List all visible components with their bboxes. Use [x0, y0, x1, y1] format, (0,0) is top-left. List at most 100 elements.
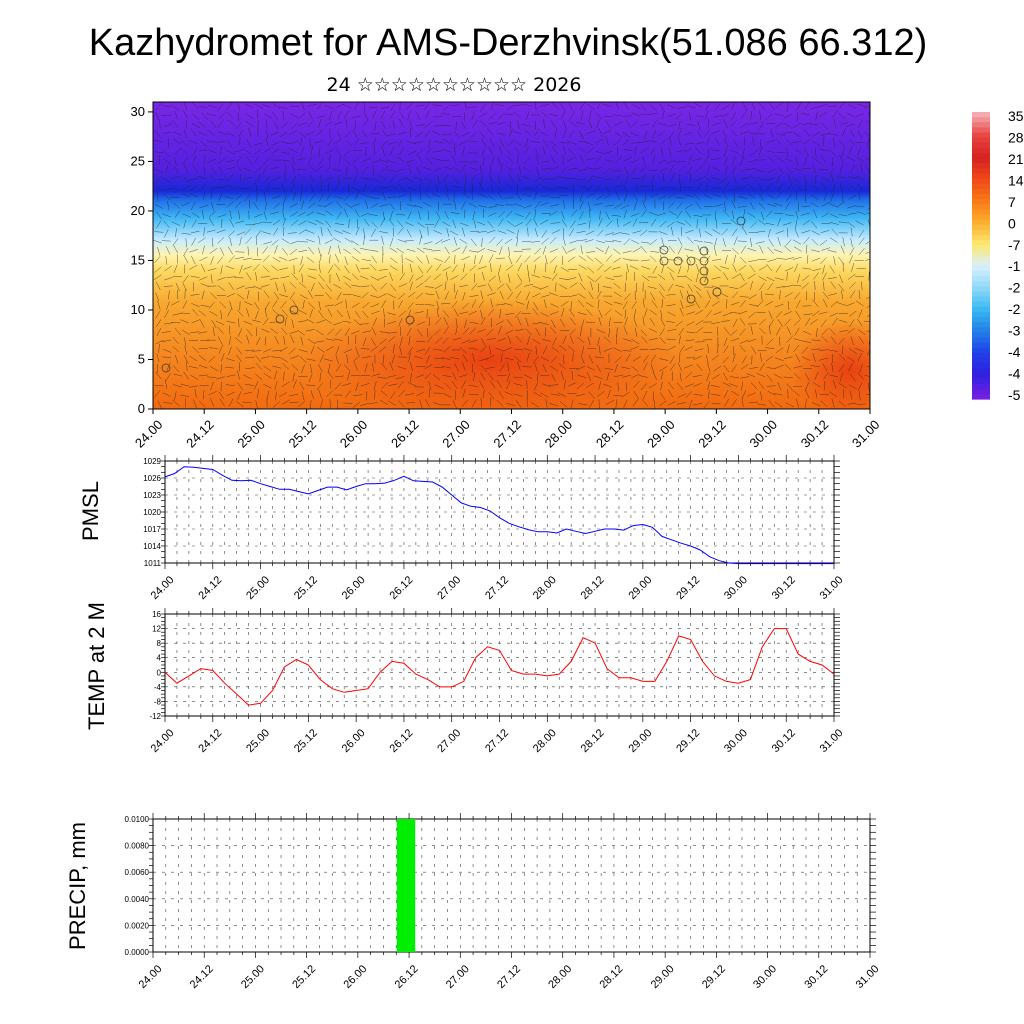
wind-arrow — [776, 137, 782, 146]
wind-arrow — [678, 265, 682, 275]
wind-arrow — [504, 148, 512, 156]
wind-arrow — [731, 390, 740, 396]
wind-arrow — [246, 328, 253, 337]
wind-arrow — [512, 131, 522, 135]
wind-arrow — [305, 329, 315, 332]
wind-arrow — [707, 344, 710, 354]
wind-arrow — [333, 237, 342, 243]
wind-arrow — [532, 285, 542, 290]
wind-arrow — [693, 193, 701, 201]
wind-arrow — [211, 319, 217, 328]
wind-arrow — [462, 147, 465, 157]
wind-arrow — [238, 129, 244, 138]
wind-arrow — [643, 390, 648, 400]
wind-arrow — [550, 176, 560, 181]
wind-arrow — [568, 309, 575, 317]
wind-arrow — [370, 346, 379, 352]
wind-arrow — [829, 265, 835, 274]
wind-arrow — [732, 291, 739, 299]
pmsl-panel-x-tick-label: 29.12 — [674, 574, 702, 602]
wind-arrow — [155, 281, 161, 291]
wind-arrow — [216, 229, 226, 234]
heatmap-x-tick-label: 28.12 — [593, 417, 627, 451]
wind-arrow — [797, 274, 800, 283]
wind-arrow — [371, 310, 380, 315]
wind-arrow — [301, 391, 305, 401]
wind-arrow — [543, 299, 547, 309]
wind-arrow — [255, 182, 258, 192]
wind-arrow — [632, 398, 639, 407]
wind-arrow — [548, 292, 558, 296]
colorbar-swatch — [972, 127, 990, 134]
wind-arrow — [723, 148, 728, 157]
wind-arrow — [692, 375, 702, 377]
wind-arrow — [253, 381, 259, 390]
wind-arrow — [507, 292, 514, 300]
wind-arrow — [227, 308, 232, 317]
wind-arrow — [866, 314, 870, 317]
wind-arrow — [524, 211, 531, 220]
wind-arrow — [562, 246, 567, 255]
wind-arrow — [562, 236, 566, 246]
wind-arrow — [164, 265, 172, 272]
wind-arrow — [261, 356, 270, 359]
wind-arrow — [658, 159, 667, 164]
wind-arrow — [182, 184, 191, 191]
wind-arrow — [374, 121, 377, 131]
wind-arrow — [839, 122, 849, 125]
wind-arrow — [605, 232, 615, 236]
wind-arrow — [560, 401, 568, 408]
wind-arrow — [839, 372, 843, 382]
wind-arrow — [722, 372, 728, 381]
wind-arrow — [387, 293, 396, 299]
wind-arrow — [500, 163, 503, 173]
wind-arrow — [665, 320, 675, 323]
wind-arrow — [767, 282, 774, 291]
wind-arrow — [524, 138, 529, 148]
wind-arrow — [832, 317, 838, 326]
wind-arrow — [212, 237, 214, 247]
wind-arrow — [175, 228, 177, 238]
wind-arrow — [827, 277, 837, 280]
wind-arrow — [264, 307, 267, 317]
wind-arrow — [409, 263, 413, 273]
wind-arrow — [362, 119, 369, 127]
wind-arrow — [525, 218, 532, 227]
wind-arrow — [191, 123, 201, 128]
wind-arrow — [327, 245, 332, 255]
wind-arrow — [255, 362, 262, 370]
wind-arrow — [406, 102, 414, 110]
wind-arrow — [766, 367, 776, 370]
wind-arrow — [668, 186, 677, 190]
wind-arrow — [549, 326, 557, 334]
wind-arrow — [560, 301, 569, 307]
wind-arrow — [802, 219, 811, 226]
wind-arrow — [154, 231, 164, 233]
wind-arrow — [802, 267, 812, 270]
wind-arrow — [176, 254, 178, 264]
heatmap-x-tick-label: 25.12 — [286, 417, 320, 451]
wind-arrow — [604, 367, 614, 370]
colorbar-label: -4 — [1008, 366, 1021, 382]
wind-arrow — [443, 393, 452, 398]
wind-arrow — [539, 202, 549, 207]
wind-arrow — [399, 346, 403, 355]
wind-arrow — [527, 227, 529, 237]
wind-arrow — [711, 354, 720, 361]
wind-arrow — [253, 202, 259, 211]
wind-arrow — [477, 329, 486, 333]
wind-arrow — [561, 307, 565, 317]
temp-panel-y-tick-label: -12 — [149, 712, 161, 721]
wind-arrow — [850, 129, 855, 138]
wind-arrow — [587, 266, 595, 274]
wind-arrow — [521, 175, 531, 180]
wind-arrow — [435, 263, 442, 272]
wind-arrow — [461, 339, 471, 344]
wind-arrow — [155, 102, 162, 111]
wind-arrow — [608, 317, 611, 327]
wind-arrow — [542, 383, 551, 387]
wind-arrow — [180, 148, 188, 155]
wind-arrow — [298, 309, 307, 315]
wind-arrow — [198, 276, 208, 281]
wind-arrow — [684, 364, 693, 369]
